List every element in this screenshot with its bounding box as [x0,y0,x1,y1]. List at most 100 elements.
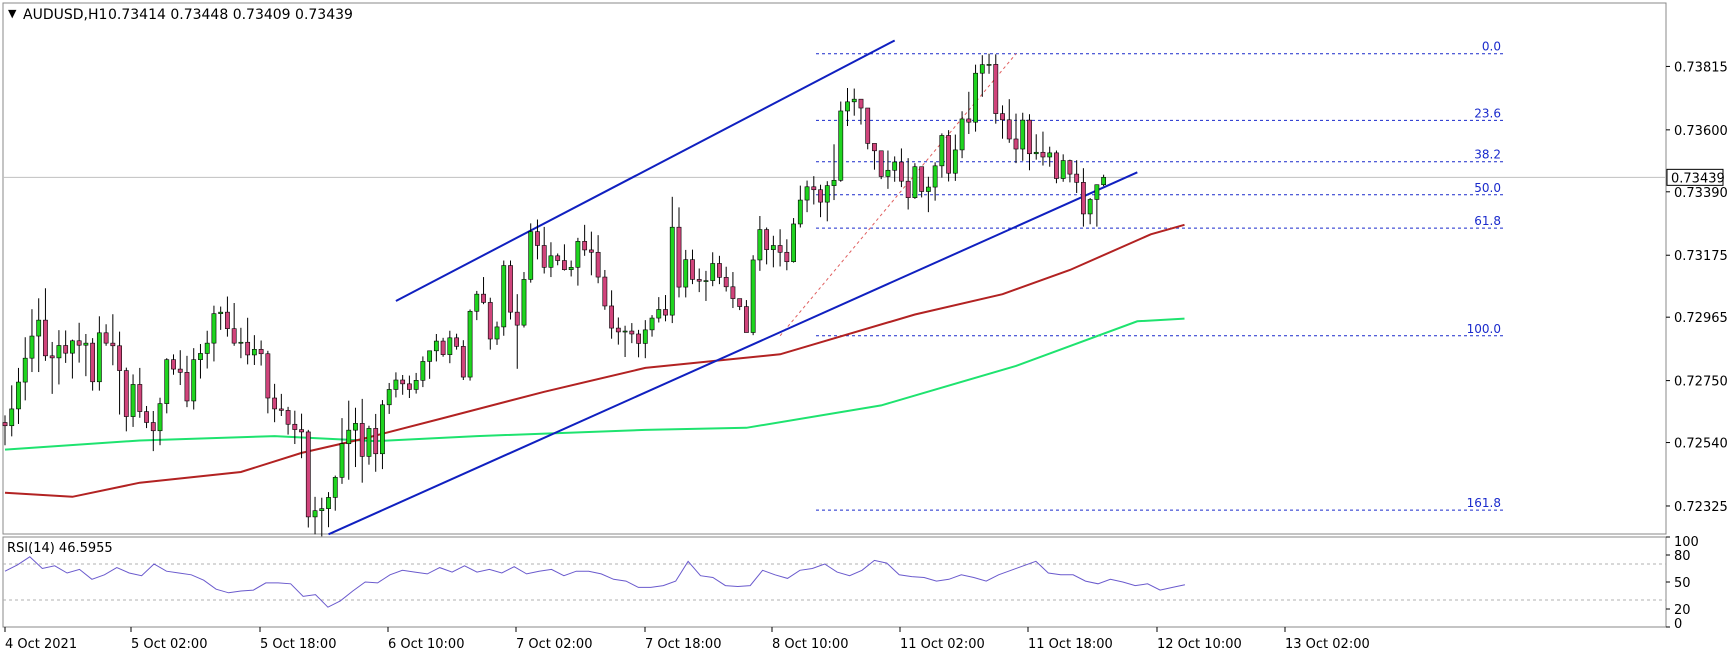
candle [272,383,277,423]
candle-body [979,64,985,74]
candle-body [629,330,635,335]
candle [204,330,210,369]
rsi-tick-label: 0 [1674,617,1682,632]
candle-body [905,180,911,198]
candle-body [723,277,729,288]
candle [946,130,951,182]
candle [332,475,338,511]
candle [16,367,21,424]
candle-body [899,161,904,182]
candle [56,330,62,385]
candle-body [973,72,978,123]
candle-body [514,311,520,326]
channel-line-lower [328,171,1138,536]
candle-body [420,361,426,381]
candle [562,244,567,271]
candle-body [467,310,473,378]
candle [669,196,675,324]
price-tick-label: 0.73815 [1674,60,1728,75]
candle-body [730,286,736,299]
candle-body [737,298,743,307]
candle-body [925,186,931,192]
candle-body [110,342,116,347]
current-price-tag [1666,168,1724,186]
candle [912,163,918,199]
candle-body [669,226,675,316]
candle [117,331,122,415]
candle-body [784,251,790,263]
candle-body [797,199,803,225]
candle [993,54,999,124]
candle [979,55,985,97]
candle [663,295,668,322]
rsi-tick-label: 80 [1674,549,1691,564]
candle [737,298,743,311]
price-tick-label: 0.72965 [1674,311,1728,326]
candle [730,272,736,309]
candle-body [494,326,500,340]
candle [609,290,614,339]
candle-body [393,379,399,390]
candle [845,87,850,127]
fib-level-label-3: 50.0 [1474,181,1501,195]
candle-body [171,359,176,370]
candle [858,98,864,125]
candle-body [440,340,446,355]
candle-body [353,423,358,431]
candle [245,317,251,365]
candle-body [919,166,925,192]
candle [420,356,426,388]
candle [265,350,271,414]
candle-body [912,166,918,199]
candle-body [177,368,183,373]
candle [764,227,770,265]
candle-body [939,135,945,167]
candle [824,181,830,222]
candle [1000,105,1005,139]
candle [386,382,392,414]
candle-body [690,259,695,280]
candle-body [575,241,581,268]
candle [460,340,466,381]
candle-body [649,317,655,331]
candle-body [265,353,271,399]
candle [319,497,325,537]
candle [440,337,446,357]
candle-body [858,98,864,109]
candle-body [117,345,122,371]
candle-body [1013,138,1019,150]
candle-body [251,349,257,356]
candle [22,337,28,401]
candle [413,372,419,394]
candle [1054,150,1059,184]
candle-body [764,229,770,250]
fib-level-label-4: 61.8 [1474,214,1501,228]
candle-body [845,101,850,112]
candle-body [1047,152,1053,158]
dropdown-triangle-icon[interactable]: ▼ [8,7,17,20]
candle [575,237,581,286]
candle [892,156,898,182]
candle-body [278,408,284,411]
candle [305,429,311,528]
candle-body [555,255,561,261]
candle-body [831,179,837,186]
candle [750,255,756,336]
candle [130,374,136,427]
candle [1087,197,1093,225]
rsi-label: RSI(14) 46.5955 [7,541,113,556]
moving-averages [4,223,1185,498]
candle [939,133,945,178]
candle-body [1006,119,1012,140]
candle [110,314,116,366]
time-tick-label: 7 Oct 18:00 [645,637,721,652]
time-tick-label: 12 Oct 10:00 [1157,637,1242,652]
candle-body [427,350,433,362]
candle-body [535,231,540,246]
candle-body [1060,160,1066,179]
price-tick-label: 0.73390 [1674,186,1728,201]
candle [865,107,871,150]
candle-body [130,384,136,417]
candle [1060,154,1066,182]
candle-body [508,265,513,313]
